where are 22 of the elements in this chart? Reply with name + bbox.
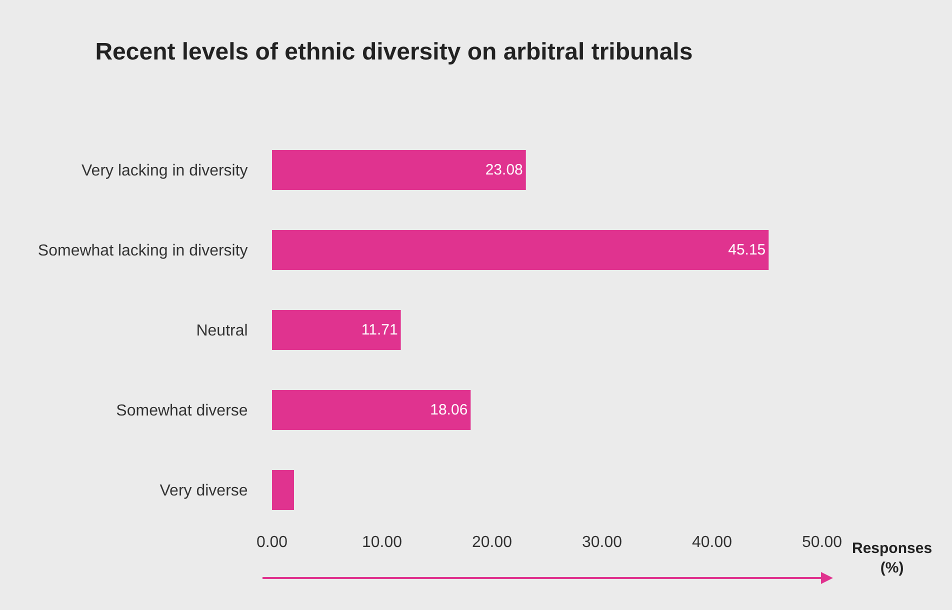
- x-tick-label: 10.00: [362, 534, 402, 551]
- x-tick-label: 30.00: [582, 534, 622, 551]
- chart-title: Recent levels of ethnic diversity on arbitral tribunals: [95, 38, 693, 66]
- x-axis-title: Responses (%): [852, 540, 932, 576]
- y-tick-label: Neutral: [196, 322, 248, 340]
- x-tick-label: 40.00: [692, 534, 732, 551]
- bar: [272, 310, 401, 350]
- bar: [272, 390, 471, 430]
- data-label: 11.71: [361, 322, 398, 338]
- data-label: 23.08: [485, 162, 523, 178]
- data-label: 45.15: [728, 242, 766, 258]
- x-tick-label: 20.00: [472, 534, 512, 551]
- data-label: 18.06: [430, 402, 468, 418]
- bar: [272, 150, 526, 190]
- x-tick-label: 50.00: [802, 534, 842, 551]
- y-tick-label: Somewhat lacking in diversity: [38, 242, 248, 260]
- bar: [272, 470, 294, 510]
- y-tick-label: Somewhat diverse: [116, 402, 248, 420]
- y-tick-label: Very diverse: [160, 482, 248, 500]
- bar: [272, 230, 769, 270]
- y-tick-label: Very lacking in diversity: [82, 162, 248, 180]
- x-tick-label: 0.00: [256, 534, 288, 551]
